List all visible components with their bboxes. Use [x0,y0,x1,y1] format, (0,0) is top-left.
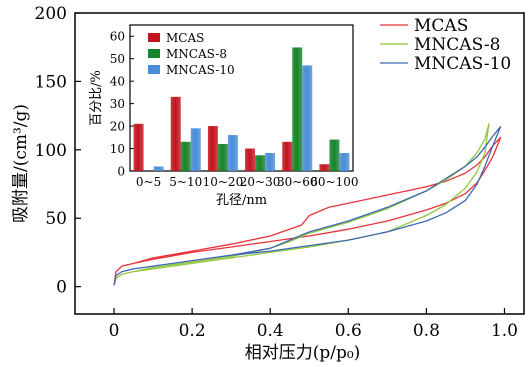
bar-mcas-60~100 [319,164,330,171]
inset-x-tick-label: 10~20 [203,175,244,189]
y-tick-label: 150 [35,72,67,92]
plot-frame [74,12,525,315]
bar-mcas-5~10 [170,96,181,171]
inset-frame [129,24,354,172]
bar-mncas-8-10~20 [217,144,228,171]
x-tick-label: 0.4 [257,321,284,341]
legend-label-mcas: MCAS [414,16,468,36]
inset-x-tick-label: 5~10 [169,175,202,189]
bar-mncas-8-30~60 [292,47,303,171]
x-tick-label: 0.6 [335,321,362,341]
inset-y-tick-label: 30 [110,97,125,111]
bar-mncas-10-30~60 [302,65,313,171]
inset-legend-label-mncas-8: MNCAS-8 [166,47,227,61]
x-tick-label: 1.0 [491,321,518,341]
y-tick-label: 0 [56,278,67,298]
x-axis-title: 相对压力(p/p₀) [245,343,361,363]
bar-mncas-10-60~100 [339,153,350,171]
inset-legend-swatch-mcas [148,33,160,42]
bar-mcas-20~30 [245,148,256,171]
inset-legend-label-mncas-10: MNCAS-10 [166,63,235,77]
bar-mncas-8-5~10 [180,141,191,171]
inset-y-tick-label: 40 [110,75,125,89]
inset-y-axis-title: 百分比/% [89,70,104,126]
inset-x-axis-title: 孔径/nm [216,193,267,208]
series-mncas-8 [113,123,490,286]
inset-x-tick-label: 0~5 [136,175,161,189]
inset-y-tick-label: 10 [110,142,125,156]
bar-mncas-10-10~20 [227,135,238,171]
inset-y-tick-label: 60 [110,30,125,44]
legend-label-mncas-8: MNCAS-8 [414,35,500,55]
bar-mncas-8-60~100 [329,139,340,171]
bar-mcas-0~5 [133,123,144,171]
inset-legend: MCAS MNCAS-8 MNCAS-10 [148,31,235,77]
x-tick-label: 0.2 [179,321,206,341]
bar-mncas-10-20~30 [265,153,276,171]
y-tick-label: 200 [35,4,67,24]
y-tick-label: 100 [35,141,67,161]
inset-x-tick-label: 20~30 [240,175,281,189]
isotherm-chart: 0 0.2 0.4 0.6 0.8 1.0050100150200相对压力(p/p₀)吸附… [11,4,525,363]
inset-x-tick-label: 30~60 [277,175,318,189]
y-tick-label: 50 [45,209,67,229]
pore-size-inset-chart: 0 10 20 30 40 50 60 0~5 5~10 10~2020~3030~6060~10… [89,24,359,208]
x-tick-label: 0.8 [413,321,440,341]
isotherm-line-mncas-10 [113,125,502,286]
legend-label-mncas-10: MNCAS-10 [414,54,511,74]
series-mcas [113,136,502,286]
inset-y-tick-label: 50 [110,52,125,66]
bar-mcas-30~60 [282,141,293,171]
inset-legend-swatch-mncas-10 [148,65,160,74]
bar-mcas-10~20 [207,126,218,171]
isotherm-line-mcas [113,136,502,286]
y-axis-title: 吸附量/(cm³/g) [11,104,31,223]
inset-y-tick-label: 0 [117,165,125,179]
x-tick-label: 0 [109,321,120,341]
isotherm-line-mncas-8 [113,123,490,286]
inset-legend-label-mcas: MCAS [166,31,204,45]
bar-mncas-10-5~10 [190,128,201,171]
inset-x-tick-label: 60~100 [310,175,358,189]
bar-mncas-10-0~5 [153,166,164,171]
inset-legend-swatch-mncas-8 [148,49,160,58]
inset-y-tick-label: 20 [110,120,125,134]
series-mncas-10 [113,125,502,286]
bar-mncas-8-20~30 [255,155,266,171]
